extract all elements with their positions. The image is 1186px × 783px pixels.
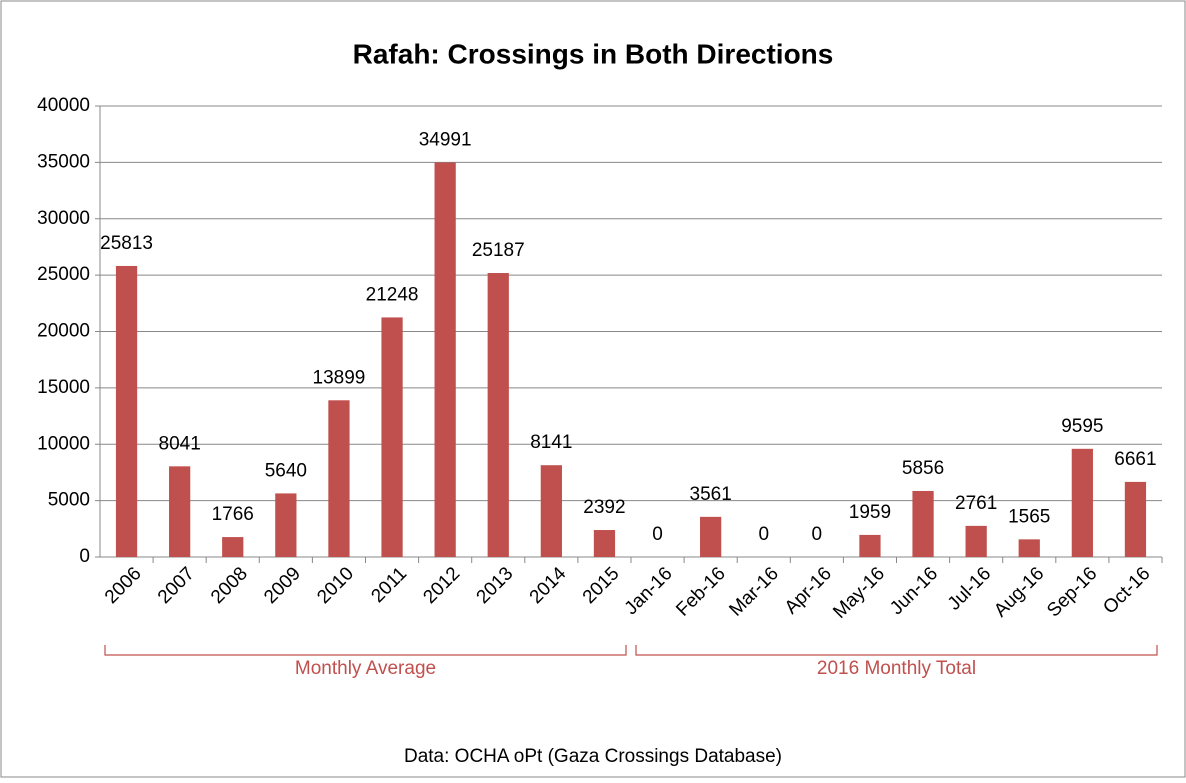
chart-title: Rafah: Crossings in Both Directions [353, 38, 834, 69]
data-label: 6661 [1114, 449, 1156, 470]
bar [381, 317, 403, 557]
y-tick-label: 20000 [37, 321, 90, 342]
y-tick-label: 30000 [37, 208, 90, 229]
data-label: 25187 [472, 240, 525, 261]
bar [859, 534, 881, 557]
bar [222, 537, 244, 557]
data-label: 13899 [313, 367, 366, 388]
bracket [635, 645, 1158, 656]
y-tick-label: 15000 [37, 377, 90, 398]
bracket [104, 645, 627, 656]
data-label: 1565 [1008, 506, 1050, 527]
data-label: 5640 [265, 460, 307, 481]
data-label: 8141 [530, 432, 572, 453]
bar [169, 466, 191, 557]
y-tick-label: 25000 [37, 264, 90, 285]
y-tick-label: 35000 [37, 151, 90, 172]
data-label: 8041 [159, 433, 201, 454]
data-label: 25813 [100, 233, 153, 254]
annotation: Monthly Average [295, 658, 436, 679]
bar [487, 273, 509, 557]
bar [434, 162, 456, 557]
source-note: Data: OCHA oPt (Gaza Crossings Database) [404, 746, 782, 767]
data-label: 3561 [690, 484, 732, 505]
y-tick-label: 40000 [37, 95, 90, 116]
data-label: 1766 [212, 504, 254, 525]
data-label: 9595 [1061, 416, 1103, 437]
bar [1018, 539, 1040, 557]
bar [965, 525, 987, 557]
bar [115, 265, 138, 557]
bar [540, 465, 562, 557]
data-label: 21248 [366, 284, 419, 305]
bar [1124, 481, 1147, 557]
bar [912, 490, 934, 557]
bar [328, 400, 350, 557]
data-label: 0 [652, 524, 663, 545]
annotation: 2016 Monthly Total [817, 658, 976, 679]
data-label: 0 [812, 524, 823, 545]
data-label: 2392 [583, 497, 625, 518]
data-label: 34991 [419, 129, 472, 150]
bar [700, 516, 722, 557]
bar [593, 530, 616, 557]
y-tick-label: 0 [79, 546, 90, 567]
y-tick-label: 10000 [37, 433, 90, 454]
bar [1071, 448, 1093, 557]
data-label: 5856 [902, 458, 944, 479]
bar [275, 493, 297, 557]
data-label: 1959 [849, 502, 891, 523]
data-label: 0 [758, 524, 769, 545]
data-label: 2761 [955, 493, 997, 514]
y-tick-label: 5000 [48, 490, 90, 511]
